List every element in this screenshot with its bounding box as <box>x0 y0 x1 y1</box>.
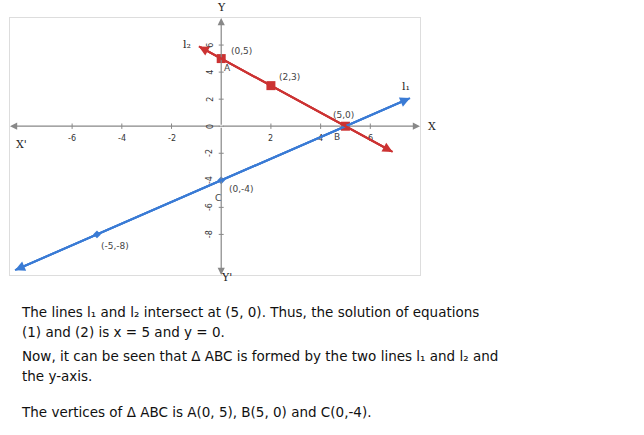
svg-text:(5,0): (5,0) <box>333 110 354 120</box>
svg-text:-2: -2 <box>205 149 214 157</box>
svg-text:X: X <box>428 120 436 133</box>
svg-text:Y: Y <box>217 1 226 14</box>
svg-text:4: 4 <box>318 134 323 143</box>
svg-text:C: C <box>215 193 221 203</box>
html-text:Now, it can be seen that Δ ABC: Now, it can be seen that Δ ABC is formed… <box>22 348 499 364</box>
svg-text:B: B <box>334 132 340 142</box>
svg-text:Y': Y' <box>221 271 232 284</box>
svg-text:(-5,-8): (-5,-8) <box>101 241 129 251</box>
html-text:The lines l₁ and l₂ intersect: The lines l₁ and l₂ intersect at (5, 0).… <box>22 304 480 320</box>
html-text:the y-axis.: the y-axis. <box>22 368 93 384</box>
svg-text:A: A <box>224 63 231 73</box>
svg-text:-8: -8 <box>205 230 214 238</box>
svg-text:2: 2 <box>268 134 273 143</box>
svg-text:l₂: l₂ <box>183 38 191 51</box>
svg-text:2: 2 <box>206 97 215 102</box>
svg-text:-4: -4 <box>205 176 214 184</box>
svg-text:-6: -6 <box>68 134 76 143</box>
svg-text:(0,5): (0,5) <box>231 46 252 56</box>
svg-text:0: 0 <box>206 124 215 129</box>
svg-text:(0,-4): (0,-4) <box>229 184 254 194</box>
svg-text:-2: -2 <box>168 134 176 143</box>
html-text:The vertices of Δ ABC is A(0,: The vertices of Δ ABC is A(0, 5), B(5, 0… <box>22 404 372 420</box>
svg-text:X': X' <box>16 138 27 151</box>
svg-text:l₁: l₁ <box>402 80 410 93</box>
html-text:(1) and (2) is x = 5 and y = 0: (1) and (2) is x = 5 and y = 0. <box>22 324 225 340</box>
svg-text:(2,3): (2,3) <box>279 72 300 82</box>
svg-text:-6: -6 <box>205 203 214 211</box>
svg-text:4: 4 <box>206 70 215 75</box>
svg-text:6: 6 <box>206 43 215 48</box>
svg-text:6: 6 <box>368 134 373 143</box>
svg-text:-4: -4 <box>118 134 126 143</box>
